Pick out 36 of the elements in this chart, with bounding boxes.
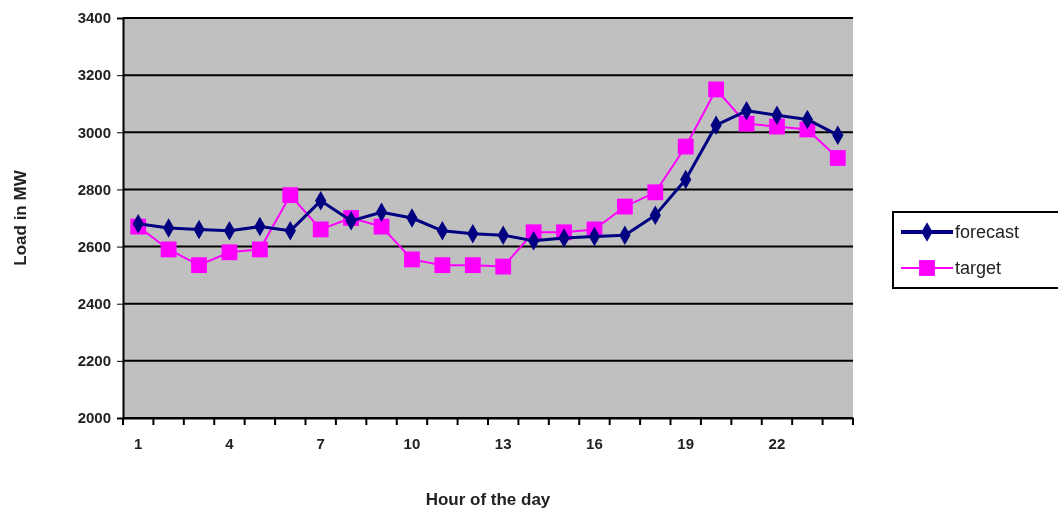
point [434, 257, 451, 274]
x-tick-label: 16 [586, 434, 603, 452]
point [464, 257, 481, 274]
y-tick-label: 2600 [77, 237, 111, 255]
y-tick-label: 2800 [77, 180, 111, 198]
y-tick-label: 2000 [77, 409, 111, 427]
x-tick-label: 4 [225, 434, 235, 452]
point [160, 241, 177, 258]
y-tick-label: 2200 [77, 352, 111, 370]
point [312, 221, 329, 238]
x-tick-label: 19 [677, 434, 695, 452]
y-tick-label: 3200 [77, 66, 111, 84]
point [708, 81, 725, 98]
y-axis-title: Load in MW [11, 169, 30, 266]
x-tick-label: 10 [403, 434, 421, 452]
point [251, 241, 268, 258]
x-tick-label: 22 [768, 434, 786, 452]
x-tick-label: 13 [494, 434, 512, 452]
point [647, 184, 664, 201]
point [616, 198, 633, 215]
point [191, 257, 207, 274]
point [829, 150, 846, 166]
y-tick-label: 2400 [77, 295, 111, 313]
x-tick-label: 1 [134, 434, 143, 452]
point [282, 187, 299, 204]
point [495, 258, 512, 275]
point [221, 244, 238, 261]
y-tick-label: 3400 [77, 9, 111, 27]
point [404, 251, 420, 268]
legend-label: forecast [955, 222, 1020, 242]
legend-label: target [955, 258, 1002, 278]
x-axis-title: Hour of the day [425, 490, 551, 509]
y-tick-label: 3000 [77, 123, 111, 141]
x-tick-label: 7 [316, 434, 325, 452]
point [677, 138, 694, 155]
point [738, 115, 755, 132]
